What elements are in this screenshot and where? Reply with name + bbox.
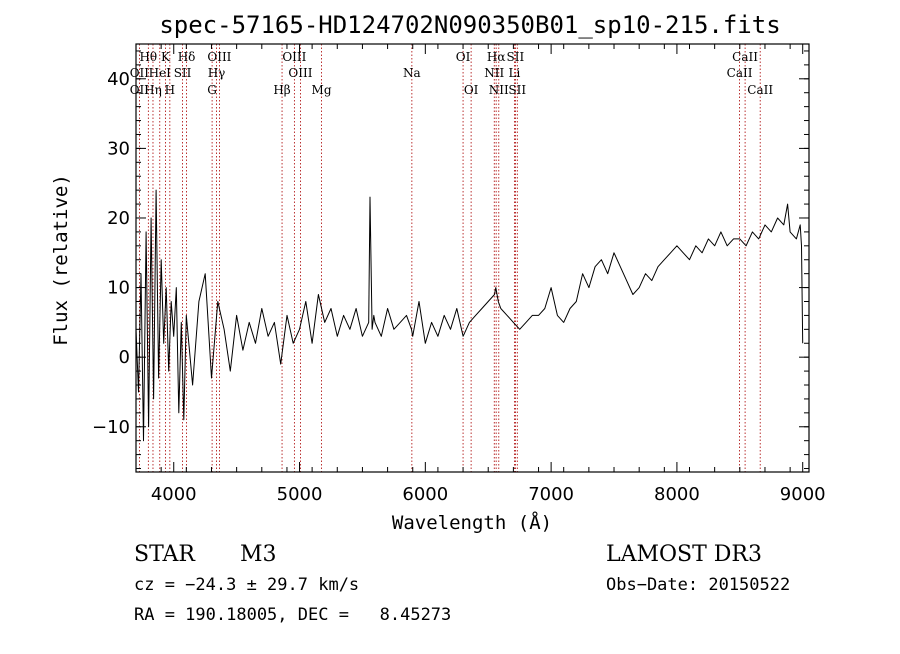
obs-date: Obs−Date: 20150522 [606,575,790,595]
line-marker-label: OIII [207,50,231,64]
chart-title: spec-57165-HD124702N090350B01_sp10-215.f… [159,11,780,39]
line-marker-label: Li [508,66,520,80]
x-tick-label: 8000 [654,484,700,505]
line-marker-label: Hδ [178,50,196,64]
line-marker-label: H [165,83,175,97]
line-marker-label: HeI [149,66,172,80]
y-tick-label: 30 [107,138,130,159]
x-tick-label: 7000 [528,484,574,505]
object-class: STAR [134,542,196,567]
x-tick-label: 5000 [277,484,323,505]
y-tick-label: −10 [92,417,130,438]
line-marker-label: OI [456,50,471,64]
x-tick-label: 9000 [780,484,826,505]
line-marker-label: OII [130,66,150,80]
line-marker-label: Hα [487,50,506,64]
line-marker-lines [138,44,761,472]
line-marker-label: Na [403,66,421,80]
x-tick-label: 4000 [151,484,197,505]
series-layer [135,189,804,442]
y-axis-label: Flux (relative) [50,174,72,346]
line-marker-label: Hη [144,83,162,97]
line-marker-label: OIII [288,66,312,80]
y-tick-label: 40 [107,69,130,90]
line-marker-label: OII [130,83,150,97]
coordinates: RA = 190.18005, DEC = 8.45273 [134,605,451,625]
plot-frame [135,43,810,473]
axis-ticks: 4000 5000 6000 7000 8000 9000 −10 0 10 20 30 40 [92,44,826,505]
line-marker-label: OIII [282,50,306,64]
line-marker-label: SII [174,66,192,80]
line-marker-label: K [161,50,171,64]
line-marker-label: G [207,83,217,97]
y-tick-label: 0 [119,347,130,368]
line-marker-label: Hθ [139,50,157,64]
line-marker-label: Hβ [273,83,290,97]
survey-name: LAMOST DR3 [606,542,762,567]
line-marker-label: Mg [312,83,332,97]
y-tick-label: 10 [107,278,130,299]
line-marker-label: SII [508,83,526,97]
line-marker-label: CaII [747,83,773,97]
series-line-flux [135,189,804,442]
line-marker-label: CaII [727,66,753,80]
line-marker-label: OI [464,83,479,97]
line-marker-label: NII [484,66,504,80]
line-marker-label: NII [489,83,509,97]
object-subclass: M3 [240,542,277,567]
line-marker-label: CaII [732,50,758,64]
line-marker-label: SII [507,50,525,64]
y-tick-label: 20 [107,208,130,229]
x-axis-label: Wavelength (Å) [392,511,552,534]
line-marker-label: Hγ [208,66,226,80]
x-tick-label: 6000 [402,484,448,505]
redshift-readout: cz = −24.3 ± 29.7 km/s [134,575,359,595]
